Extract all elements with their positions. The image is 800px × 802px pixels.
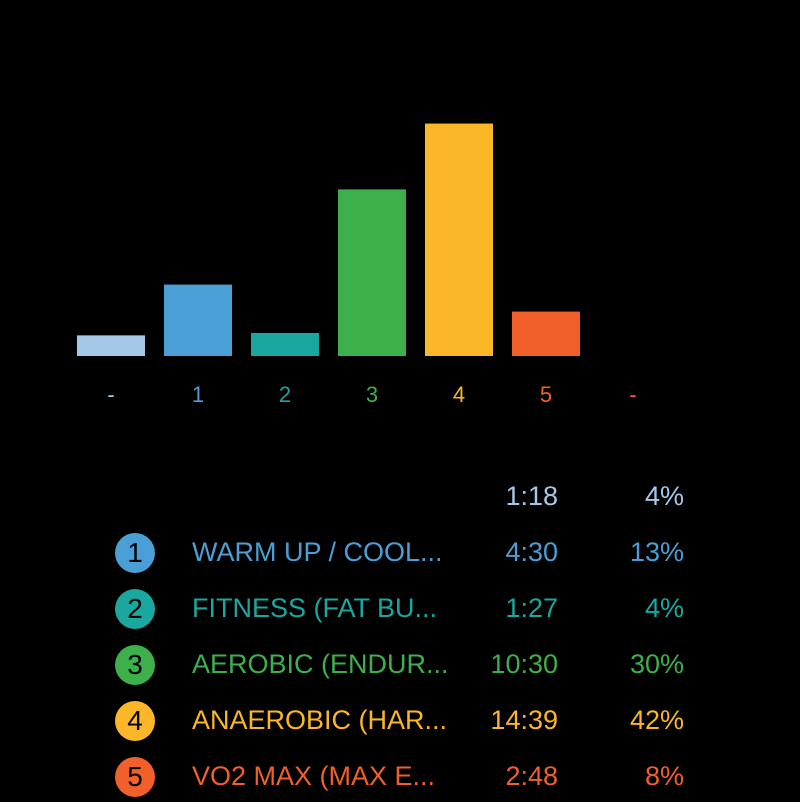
zone-name: WARM UP / COOL... — [192, 537, 443, 567]
zone-number-badge: 5 — [115, 757, 155, 797]
zone-percent: 8% — [644, 761, 684, 791]
tick-label-5: 5 — [540, 382, 552, 407]
zone-table: 1:18 4% 1 WARM UP / COOL... 4:30 13% 2 FITNESS … — [0, 466, 800, 802]
zone-percent: 4% — [644, 593, 684, 623]
tick-label-4: 4 — [453, 382, 465, 407]
tick-label-3: 3 — [366, 382, 378, 407]
zone-time: 1:18 — [505, 481, 558, 511]
zone-time: 2:48 — [505, 761, 558, 791]
tick-label-1: 1 — [192, 382, 204, 407]
zone-number-badge: 1 — [115, 533, 155, 573]
zone-row[interactable]: 3 AEROBIC (ENDUR... 10:30 30% — [0, 634, 800, 690]
zone-name: ANAEROBIC (HAR... — [192, 705, 448, 735]
zone-bar-chart: - 1 2 3 4 5 - — [77, 123, 637, 407]
tick-label-6: - — [629, 382, 636, 407]
bar-2 — [251, 332, 319, 356]
tick-label-0: - — [107, 382, 114, 407]
bar-3 — [338, 189, 406, 356]
zone-percent: 42% — [629, 705, 684, 735]
zone-name: VO2 MAX (MAX E... — [192, 761, 436, 791]
zone-row[interactable]: 5 VO2 MAX (MAX E... 2:48 8% — [0, 746, 800, 802]
zone-number-badge: 3 — [115, 645, 155, 685]
zone-percent: 4% — [644, 481, 684, 511]
zone-row[interactable]: 1 WARM UP / COOL... 4:30 13% — [0, 522, 800, 578]
bar-0 — [77, 335, 145, 356]
zone-name: AEROBIC (ENDUR... — [192, 649, 449, 679]
zone-percent: 30% — [629, 649, 684, 679]
zone-number-badge: 4 — [115, 701, 155, 741]
bar-4 — [425, 123, 493, 356]
tick-label-2: 2 — [279, 382, 291, 407]
zone-percent: 13% — [629, 537, 684, 567]
bar-5 — [512, 311, 580, 356]
zone-name: FITNESS (FAT BU... — [192, 593, 438, 623]
x-tick-labels: - 1 2 3 4 5 - — [107, 382, 636, 407]
bar-1 — [164, 284, 232, 356]
zone-row[interactable]: 2 FITNESS (FAT BU... 1:27 4% — [0, 578, 800, 634]
zone-time: 4:30 — [505, 537, 558, 567]
zone-row[interactable]: 4 ANAEROBIC (HAR... 14:39 42% — [0, 690, 800, 746]
bars-layer — [77, 123, 580, 356]
zone-time: 14:39 — [490, 705, 558, 735]
zone-row[interactable]: 1:18 4% — [0, 466, 800, 522]
zone-time: 1:27 — [505, 593, 558, 623]
zone-time: 10:30 — [490, 649, 558, 679]
zone-number-badge: 2 — [115, 589, 155, 629]
